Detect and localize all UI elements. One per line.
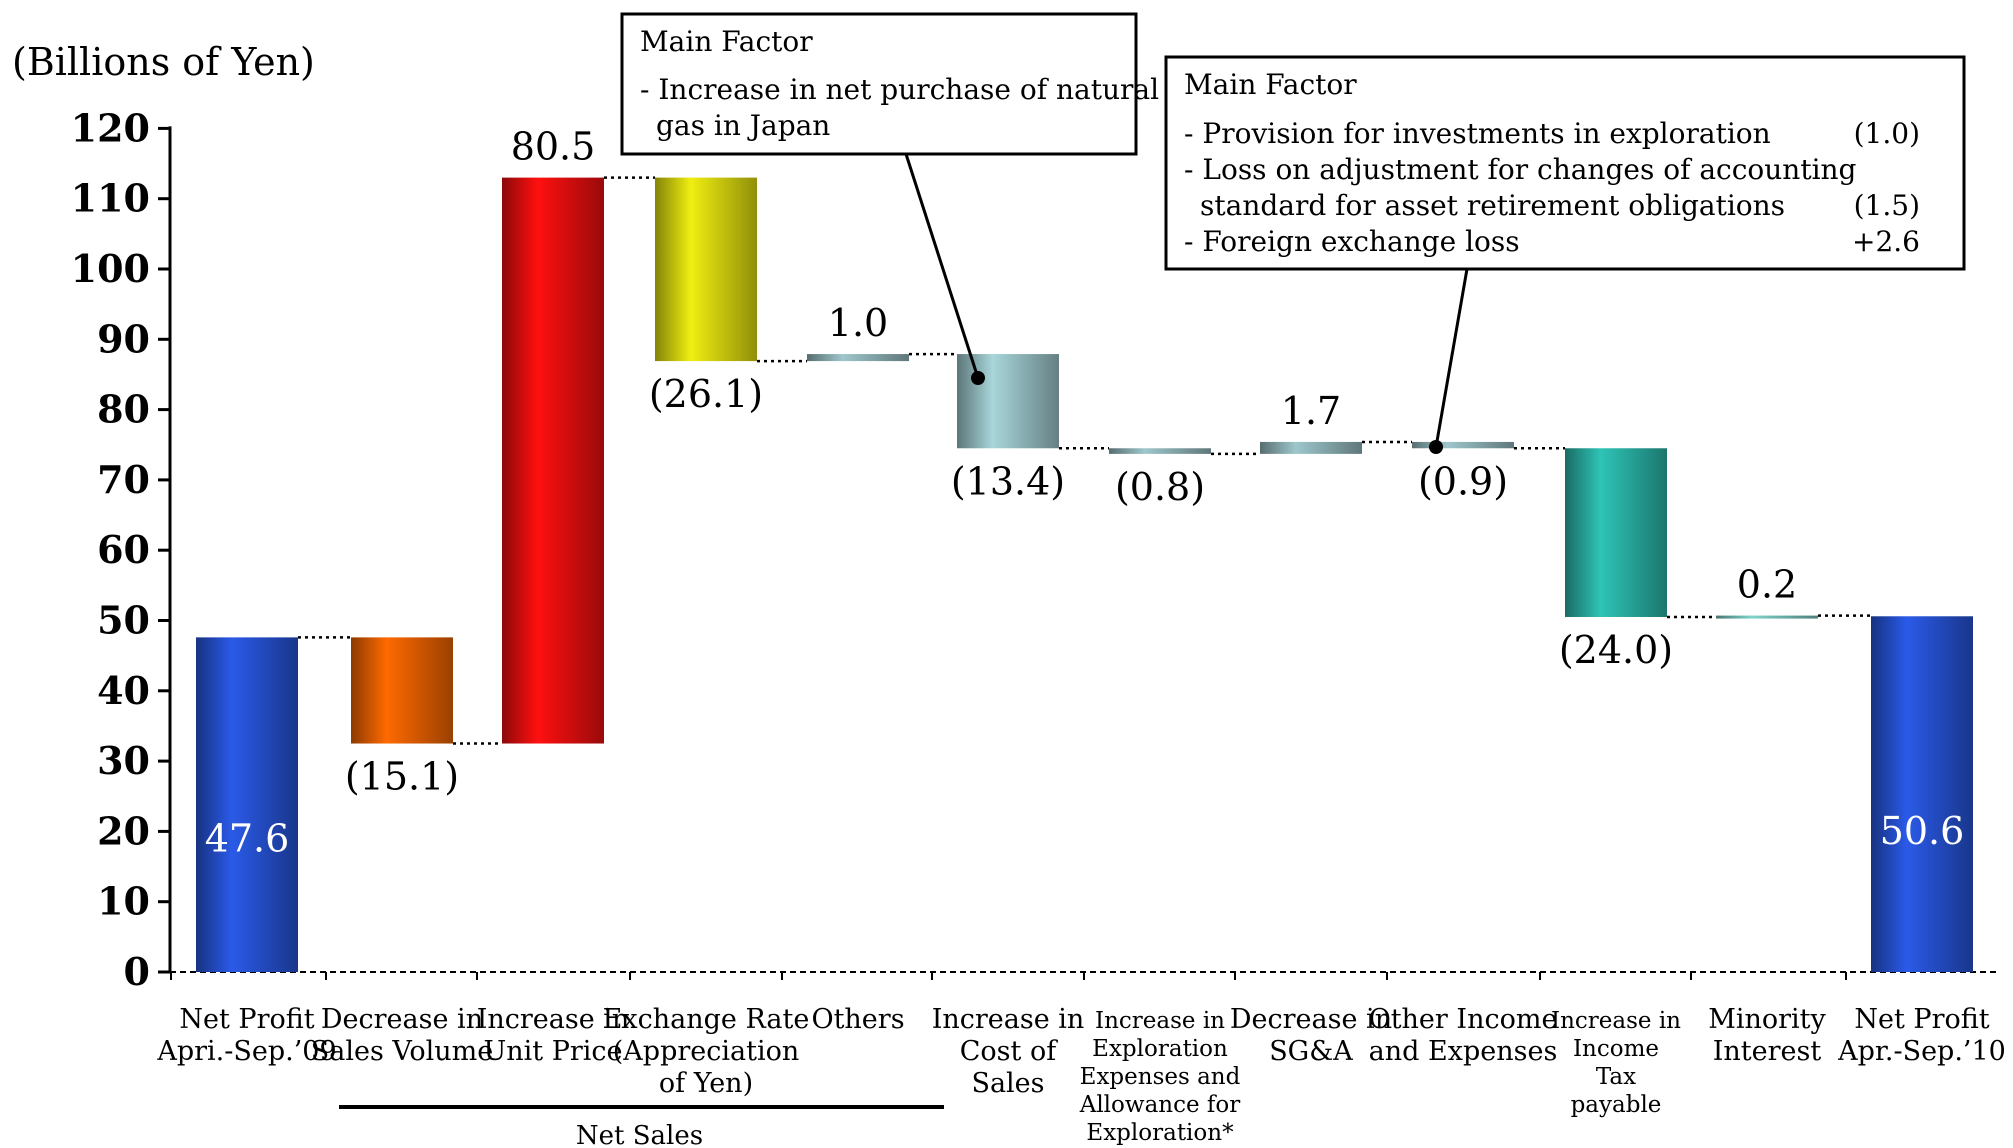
value-label: (26.1) [649,372,763,416]
bar [957,354,1059,449]
category-label: Allowance for [1079,1092,1241,1118]
category-label: Increase in [1551,1008,1681,1034]
category-label: and Expenses [1369,1036,1558,1067]
category-label: payable [1571,1092,1662,1118]
annotation-line: - Increase in net purchase of natural [640,73,1159,106]
category-label: Cost of [960,1036,1058,1067]
category-label: Others [811,1004,904,1035]
y-tick-label: 30 [97,738,150,783]
y-tick-label: 20 [97,808,150,853]
category-label: Sales [971,1068,1044,1099]
leader-line [904,153,980,379]
y-tick-label: 10 [97,879,150,924]
category-label: Exploration [1092,1036,1228,1062]
value-label: 0.2 [1737,563,1797,607]
value-label: (13.4) [951,459,1065,503]
y-tick-label: 110 [71,176,150,221]
value-label: 80.5 [511,125,596,169]
category-label: Sales Volume [311,1036,494,1067]
value-labels: 47.6 (15.1) 80.5 (26.1) 1.0 (13.4) (0.8) 1.7 (0.… [205,125,1965,861]
value-label: (0.8) [1115,465,1205,509]
annotation-title: Main Factor [1184,68,1357,101]
bar [1716,615,1818,619]
annotation-value: (1.0) [1854,117,1920,150]
bar [1871,616,1973,972]
net-sales-bracket: Net Sales [339,1105,944,1148]
category-label: Income [1573,1036,1659,1062]
category-label: (Appreciation [613,1036,799,1067]
annotation-line: - Provision for investments in explorati… [1184,117,1771,150]
value-label: (0.9) [1418,459,1508,503]
group-label: Net Sales [576,1121,703,1148]
category-label: Exchange Rate [603,1004,810,1035]
bar [1565,448,1667,617]
value-label: 50.6 [1880,809,1965,853]
category-label: Net Profit [179,1004,314,1035]
connector-lines [298,176,1871,745]
y-tick-label: 120 [71,105,150,150]
y-tick-label: 0 [124,949,150,994]
x-axis [170,971,2000,980]
bar [807,354,909,362]
category-label: of Yen) [659,1068,753,1099]
annotation-frame [620,12,1138,156]
bar [196,637,298,972]
annotation-line: - Loss on adjustment for changes of acco… [1184,153,1857,186]
annotation-value: +2.6 [1852,225,1920,258]
category-label: SG&A [1269,1036,1353,1067]
annotation-line: - Foreign exchange loss [1184,225,1520,258]
annotation-line: gas in Japan [656,109,830,142]
y-tick-label: 50 [97,598,150,643]
value-label: 1.0 [828,301,888,345]
category-label: Expenses and [1080,1064,1241,1090]
category-label: Increase in [932,1004,1085,1035]
annotation-frame [1164,55,1966,271]
category-label: Apri.-Sep.’09 [156,1036,336,1067]
annotation-line: standard for asset retirement obligation… [1200,189,1785,222]
value-label: 47.6 [205,817,290,861]
bar [1412,441,1514,449]
leader-dot [971,371,985,385]
y-tick-label: 100 [71,246,150,291]
y-tick-label: 60 [97,527,150,572]
category-label: Tax [1596,1064,1636,1090]
value-label: (15.1) [345,755,459,799]
category-label: Unit Price [483,1036,622,1067]
category-label: Minority [1708,1004,1826,1035]
category-label: Exploration* [1086,1120,1234,1146]
annotation-value: (1.5) [1854,189,1920,222]
bar [351,637,453,744]
category-label: Other Income [1369,1004,1558,1035]
annotation-box: Main Factor - Increase in net purchase of… [620,12,1159,385]
category-label: Apr.-Sep.’10 [1837,1036,2006,1067]
y-axis: 0 10 20 30 40 50 60 70 80 90 100 110 120 [71,105,172,994]
annotation-title: Main Factor [640,25,813,58]
y-tick-label: 40 [97,668,150,713]
bar [502,177,604,744]
leader-line [1434,268,1469,448]
y-tick-label: 80 [97,387,150,432]
bar [655,177,757,362]
category-label: Increase in [1095,1008,1225,1034]
value-label: 1.7 [1281,389,1341,433]
annotation-box: Main Factor - Provision for investments i… [1164,55,1966,454]
annotations: Main Factor - Increase in net purchase of… [620,12,1966,454]
bar [1260,441,1362,454]
leader-dot [1429,440,1443,454]
y-axis-title: (Billions of Yen) [12,40,315,84]
value-label: (24.0) [1559,628,1673,672]
bars [196,177,1973,972]
y-tick-label: 70 [97,457,150,502]
bar [1109,448,1211,454]
y-tick-label: 90 [97,316,150,361]
category-label: Interest [1713,1036,1822,1067]
category-label: Decrease in [321,1004,483,1035]
category-label: Increase in [477,1004,630,1035]
category-label: Net Profit [1854,1004,1989,1035]
category-label: Decrease in [1230,1004,1392,1035]
